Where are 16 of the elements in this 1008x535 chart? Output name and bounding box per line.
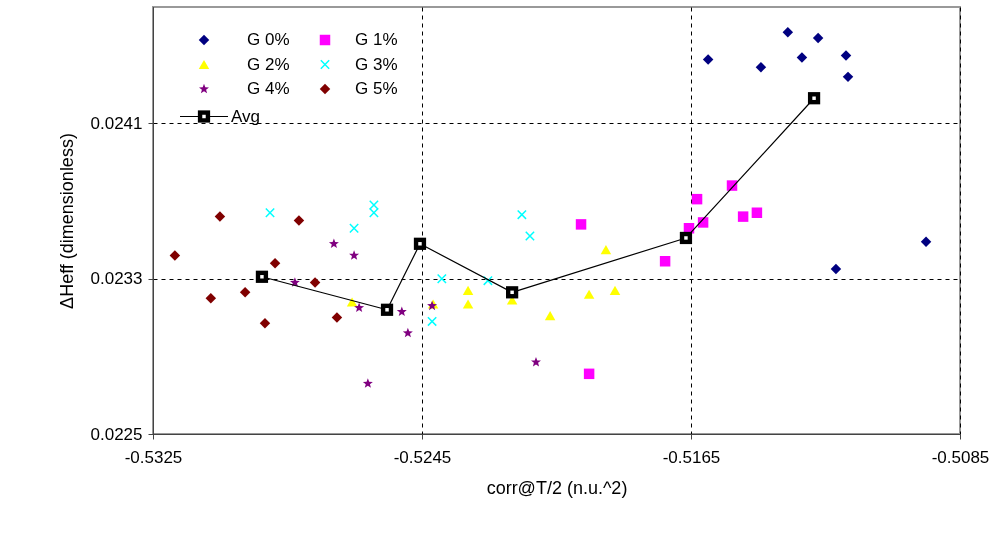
legend-label: G 4% xyxy=(247,79,290,98)
x-tick-label: -0.5325 xyxy=(124,447,183,467)
x-tick-label: -0.5085 xyxy=(931,447,990,467)
y-tick-label: 0.0225 xyxy=(90,424,143,444)
x-tick-label: -0.5165 xyxy=(662,447,721,467)
x-axis-title: corr@T/2 (n.u.^2) xyxy=(486,477,628,498)
y-axis-title: ΔHeff (dimensionless) xyxy=(56,133,77,309)
legend-label: G 2% xyxy=(247,54,290,74)
legend-label: G 5% xyxy=(355,79,398,98)
legend-label: G 1% xyxy=(355,30,398,49)
legend-label: Avg xyxy=(231,106,260,126)
y-tick-label: 0.0241 xyxy=(90,113,143,133)
x-tick-label: -0.5245 xyxy=(393,447,452,467)
y-tick-label: 0.0233 xyxy=(90,269,143,289)
legend-label: G 0% xyxy=(247,30,290,49)
legend-label: G 3% xyxy=(355,54,398,74)
